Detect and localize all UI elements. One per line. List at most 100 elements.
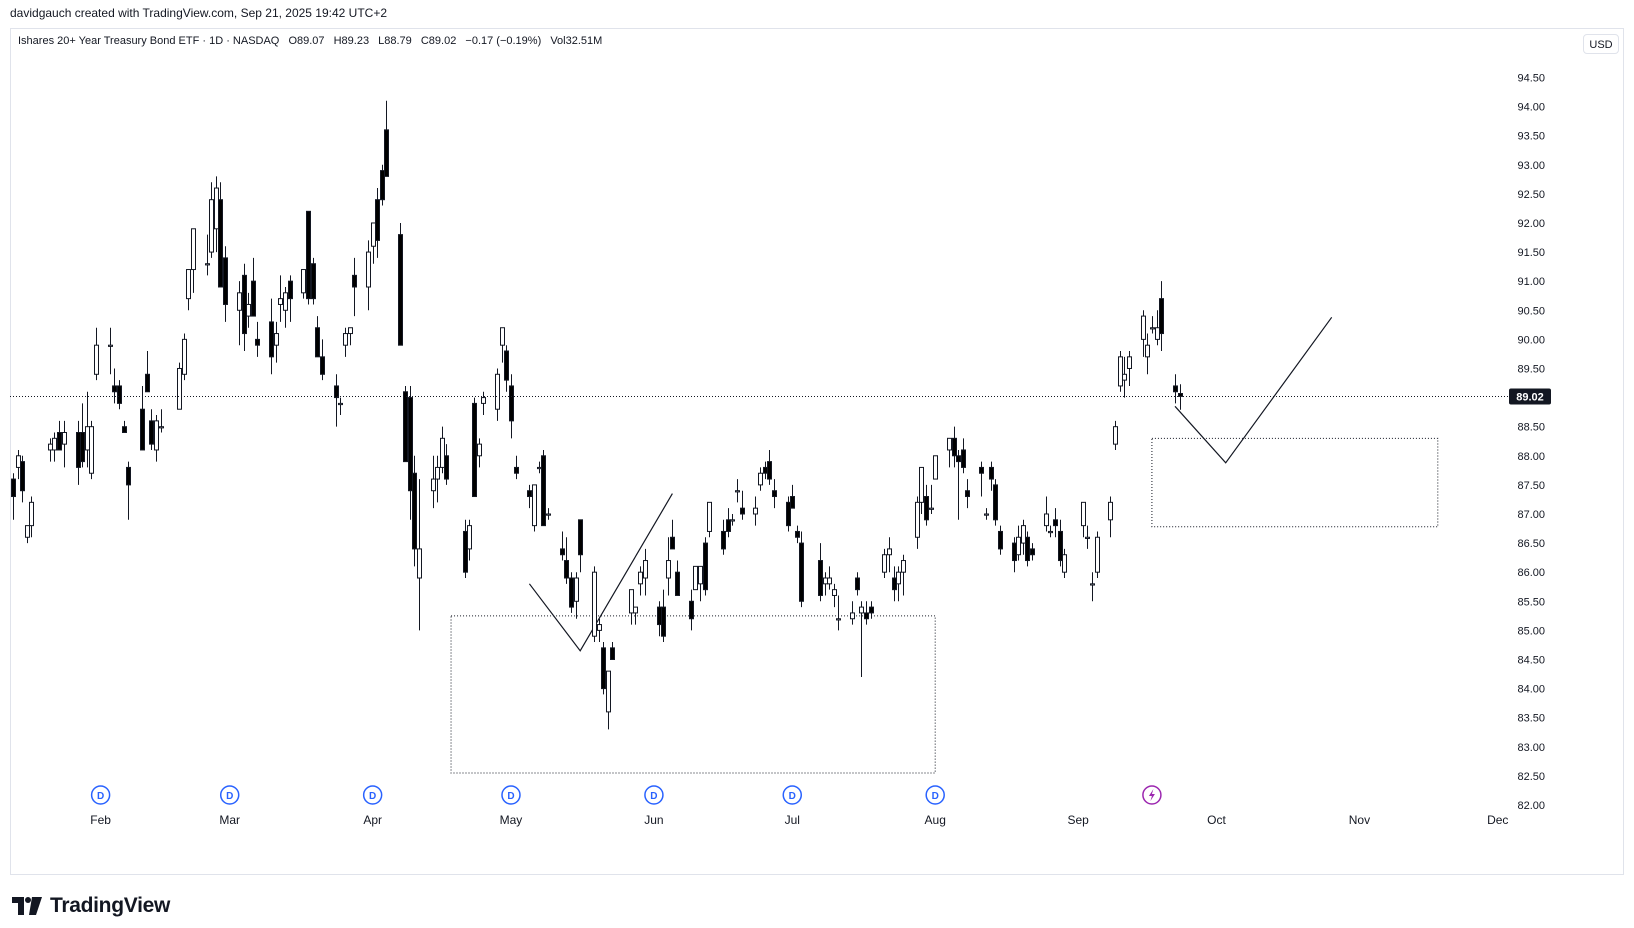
tradingview-logo[interactable]: TradingView <box>12 894 170 918</box>
candle-body-down <box>578 519 583 556</box>
candle <box>504 345 509 392</box>
dividend-marker-label: D <box>369 791 376 802</box>
candle <box>633 606 638 625</box>
dividend-marker[interactable]: D <box>219 785 240 805</box>
currency-button[interactable]: USD <box>1583 34 1619 54</box>
candle <box>403 385 408 463</box>
candle-body-down <box>251 280 256 317</box>
candle <box>1108 496 1113 538</box>
candle <box>1127 351 1132 386</box>
price-tick-label: 86.00 <box>1517 567 1545 579</box>
candle <box>740 490 745 520</box>
candle <box>1016 525 1021 561</box>
candle <box>532 484 537 532</box>
candle-body-up <box>919 466 924 503</box>
candle <box>758 467 763 491</box>
candle-body-up <box>707 501 712 532</box>
candle-body-down <box>689 600 694 620</box>
candle-body-down <box>869 606 874 614</box>
candle <box>338 397 343 416</box>
price-tick-label: 85.50 <box>1517 596 1545 608</box>
candle <box>1030 543 1035 561</box>
candle <box>924 484 929 526</box>
candle <box>11 473 16 520</box>
annotation-path[interactable] <box>1174 316 1333 464</box>
price-tick-label: 82.50 <box>1517 771 1545 783</box>
candle <box>209 182 214 258</box>
candle <box>89 420 94 480</box>
candle-body-up <box>532 484 537 527</box>
candle-body-up <box>1141 315 1146 340</box>
candle-body-up <box>440 437 445 468</box>
ohlc-low: L88.79 <box>378 35 412 47</box>
annotation-path[interactable] <box>528 493 673 652</box>
candle-body-down <box>726 519 731 532</box>
candle <box>753 496 758 526</box>
dividend-marker[interactable]: D <box>90 785 111 805</box>
price-tick-label: 94.50 <box>1517 72 1545 84</box>
candle-body-down <box>334 385 339 399</box>
candle <box>182 333 187 381</box>
dividend-marker[interactable]: D <box>782 785 803 805</box>
candle-body-down <box>989 466 994 480</box>
candle-body-up <box>1062 554 1067 573</box>
candle <box>574 572 579 619</box>
annotation-rectangle[interactable] <box>450 615 936 774</box>
candle <box>537 461 542 474</box>
candle <box>62 420 67 468</box>
time-tick-label: May <box>500 813 523 827</box>
dividend-marker[interactable]: D <box>925 785 945 805</box>
price-tick-label: 87.50 <box>1517 480 1545 492</box>
symbol-title[interactable]: Ishares 20+ Year Treasury Bond ETF · 1D … <box>18 35 280 47</box>
candle-body-down <box>223 257 228 305</box>
candle <box>735 479 740 503</box>
candle <box>500 327 505 363</box>
candle <box>417 479 422 631</box>
candle <box>29 496 34 538</box>
dividend-marker[interactable]: D <box>644 785 664 805</box>
economic-event-marker[interactable] <box>1142 785 1162 805</box>
candle <box>477 438 482 468</box>
dividend-marker[interactable]: D <box>362 785 383 805</box>
candle <box>675 560 680 596</box>
candle-body-up <box>182 338 187 375</box>
ohlc-high: H89.23 <box>333 35 370 47</box>
candle <box>767 449 772 485</box>
price-tick-label: 93.00 <box>1517 160 1545 172</box>
candle-body-down <box>1178 393 1183 397</box>
time-axis[interactable]: Feb Mar Apr May Jun Jul Aug Sep Oct Nov Dec <box>90 813 1508 827</box>
candle-body-down <box>670 536 675 550</box>
candle-body-down <box>80 432 85 463</box>
dividend-marker-label: D <box>97 791 104 802</box>
candle <box>126 461 131 520</box>
candles <box>11 100 1183 730</box>
candle <box>1113 420 1118 450</box>
candle-body-down <box>601 647 606 690</box>
candle-body-up <box>214 187 219 230</box>
candle <box>560 531 565 561</box>
candle <box>375 188 380 258</box>
candle-body-down <box>956 455 961 463</box>
time-tick-label: Aug <box>925 813 946 827</box>
candle-body-up <box>435 466 440 480</box>
dividend-marker[interactable]: D <box>501 785 521 805</box>
candle <box>80 403 85 468</box>
price-axis[interactable]: 94.50 94.00 93.50 93.00 92.50 92.00 91.50 91.00… <box>1509 72 1551 812</box>
candle-body-up <box>1048 530 1053 534</box>
candle-body-down <box>398 234 403 346</box>
dividend-marker-label: D <box>226 791 233 802</box>
candle-body-down <box>703 542 708 591</box>
candle-body-up <box>343 333 348 346</box>
candle-body-up <box>16 455 21 468</box>
candle <box>440 426 445 474</box>
dividend-icon <box>219 785 240 805</box>
candle <box>795 525 800 544</box>
candle-body-up <box>1127 356 1132 369</box>
annotation-rectangle[interactable] <box>1151 437 1439 528</box>
candle-body-down <box>11 478 16 498</box>
candle <box>855 572 860 596</box>
candle <box>112 368 117 404</box>
candle <box>864 601 869 625</box>
price-tick-label: 91.50 <box>1517 247 1545 259</box>
